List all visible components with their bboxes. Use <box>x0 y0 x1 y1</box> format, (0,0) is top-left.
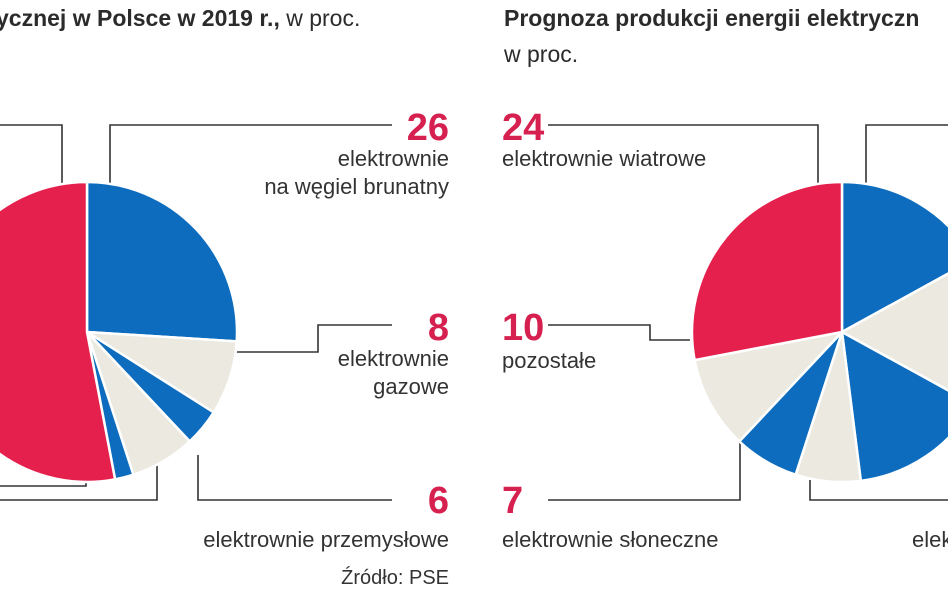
leader-26 <box>109 124 392 185</box>
label-lignite-2: na węgiel brunatny <box>264 174 449 199</box>
pie-chart-forecast <box>690 180 948 484</box>
leader-left-top-left <box>0 124 63 185</box>
leader-7 <box>548 440 741 501</box>
chart-1-title: ycznej w Polsce w 2019 r., w proc. <box>0 5 360 31</box>
value-8: 8 <box>428 307 449 349</box>
label-wind: elektrownie wiatrowe <box>502 146 706 171</box>
chart-2-title-line2: w proc. <box>503 41 578 67</box>
leader-right-top <box>865 124 948 185</box>
label-gas-2: gazowe <box>373 374 449 399</box>
label-solar: elektrownie słoneczne <box>502 527 718 552</box>
leader-8 <box>235 324 392 353</box>
pie-2-slice-3 <box>840 329 948 483</box>
pie-chart-2019 <box>0 180 239 484</box>
leader-24 <box>548 124 819 185</box>
value-24: 24 <box>502 107 544 149</box>
chart-2-title: Prognoza produkcji energii elektryczn <box>504 5 919 31</box>
leader-6 <box>197 455 392 501</box>
value-10: 10 <box>502 307 544 349</box>
leader-10 <box>548 324 690 341</box>
pie-1-slice-1 <box>85 180 239 343</box>
value-6: 6 <box>428 480 449 522</box>
pie-2-slice-1 <box>840 180 948 335</box>
label-gas-1: elektrownie <box>338 346 449 371</box>
pie-2-slice-2 <box>839 272 948 392</box>
pie-2-slice-6 <box>693 330 846 444</box>
label-industrial: elektrownie przemysłowe <box>203 527 449 552</box>
leader-right-bottom <box>809 480 948 501</box>
value-7: 7 <box>502 480 523 522</box>
label-cut-off: elek <box>912 527 948 552</box>
source-label: Źródło: PSE <box>341 566 449 589</box>
leader-left-bottom-1 <box>0 462 158 501</box>
label-other: pozostałe <box>502 348 596 373</box>
pie-1-slice-6 <box>0 180 117 484</box>
value-26: 26 <box>407 107 449 149</box>
label-lignite-1: elektrownie <box>338 146 449 171</box>
pie-2-slice-7 <box>690 180 844 362</box>
